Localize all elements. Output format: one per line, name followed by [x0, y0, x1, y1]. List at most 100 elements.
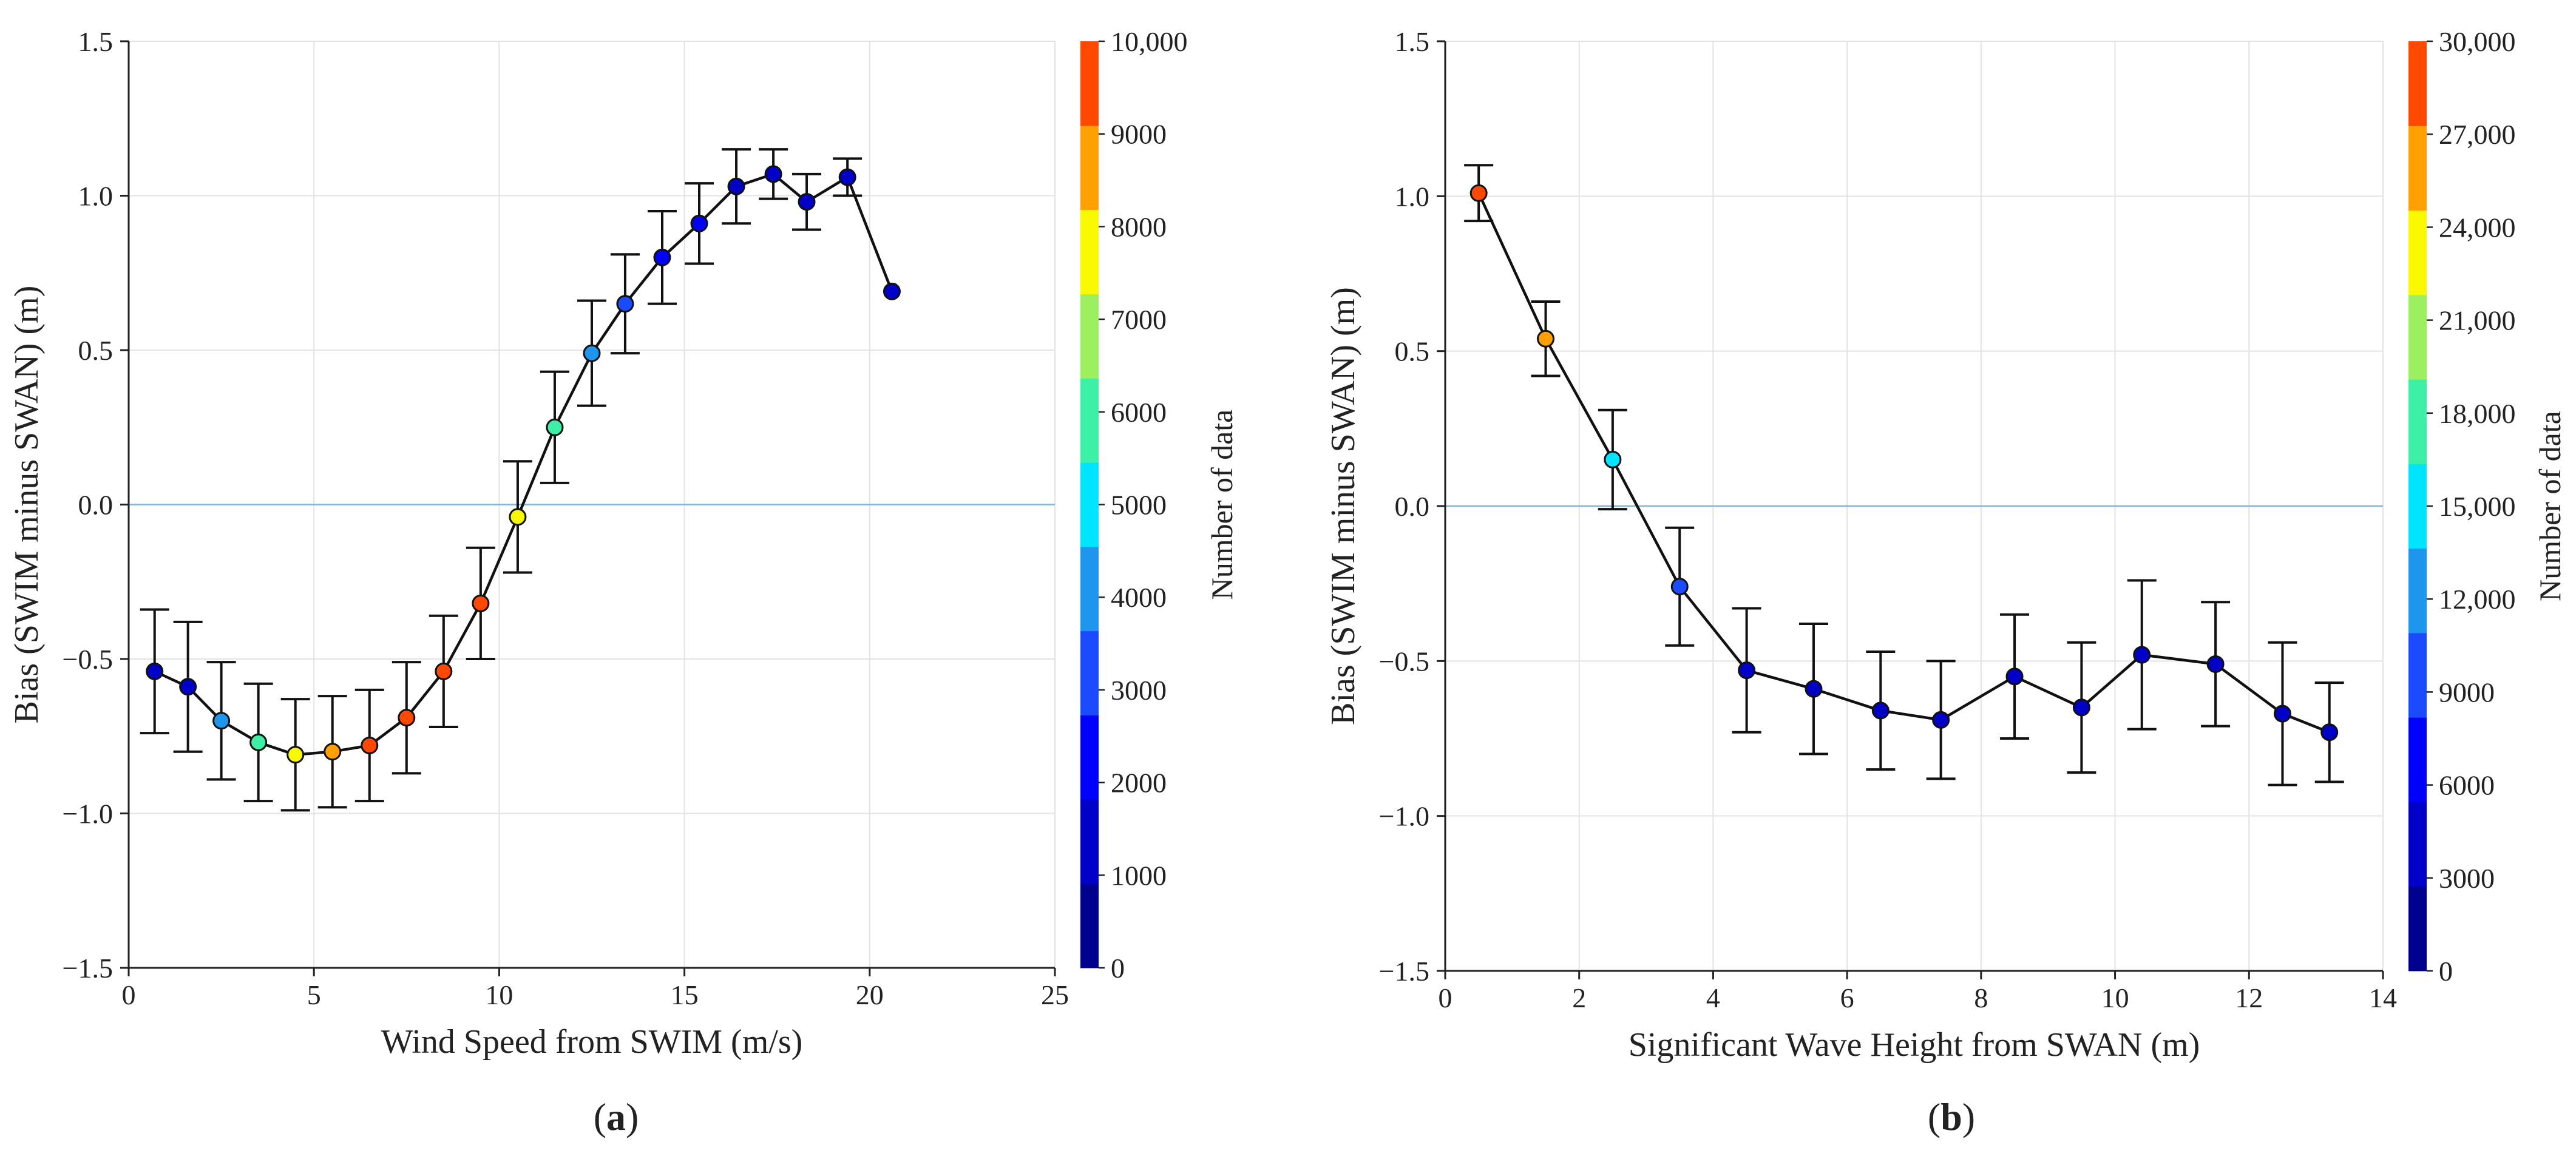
colorbar-segment: [1080, 715, 1099, 800]
series-line: [1477, 192, 2330, 734]
x-axis-title: Significant Wave Height from SWAN (m): [1629, 1026, 2200, 1064]
data-point: [1469, 184, 1488, 202]
data-point: [1670, 578, 1689, 596]
colorbar-tick-label: 27,000: [2439, 119, 2516, 150]
colorbar-segment: [2408, 717, 2427, 802]
colorbar-segment: [2408, 210, 2427, 296]
data-point: [616, 295, 634, 313]
colorbar-tick-label: 12,000: [2439, 584, 2516, 615]
data-point: [583, 344, 601, 362]
colorbar-tick-label: 0: [1111, 953, 1125, 984]
x-tick-label: 4: [1706, 982, 1720, 1013]
colorbar-tick-label: 9000: [2439, 677, 2495, 708]
series-line: [154, 172, 893, 757]
colorbar-segment: [1080, 378, 1099, 463]
colorbar-segment: [1080, 630, 1099, 716]
y-tick-label: 0.5: [78, 335, 114, 366]
data-point: [286, 746, 305, 764]
data-point: [2005, 667, 2024, 686]
y-tick-label: −1.0: [1379, 801, 1429, 832]
colorbar-tick-label: 9000: [1111, 119, 1167, 150]
y-tick-label: −0.5: [1379, 646, 1429, 677]
colorbar-tick-label: 24,000: [2439, 212, 2516, 243]
colorbar-tick-label: 0: [2439, 956, 2453, 987]
x-tick-label: 14: [2369, 982, 2397, 1013]
y-tick-label: −0.5: [63, 644, 113, 675]
colorbar-segment: [1080, 294, 1099, 379]
data-point: [435, 662, 453, 680]
x-tick-label: 6: [1840, 982, 1854, 1013]
data-point: [212, 712, 231, 730]
x-tick-label: 0: [122, 979, 136, 1010]
colorbar-tick-label: 7000: [1111, 304, 1167, 335]
x-tick-label: 0: [1439, 982, 1452, 1013]
data-point: [1537, 329, 1555, 348]
colorbar-tick-label: 3000: [2439, 863, 2495, 894]
y-axis-title: Bias (SWIM minus SWAN) (m): [8, 286, 46, 724]
colorbar-tick-label: 10,000: [1111, 26, 1188, 57]
colorbar-title: Number of data: [2533, 411, 2567, 601]
x-tick-label: 12: [2235, 982, 2263, 1013]
data-point: [2072, 698, 2090, 717]
y-axis-title: Bias (SWIM minus SWAN) (m): [1324, 287, 1362, 725]
data-point: [179, 678, 197, 696]
colorbar-tick-label: 8000: [1111, 211, 1167, 242]
data-point: [1738, 661, 1756, 680]
data-point: [653, 248, 671, 266]
colorbar-segment: [2408, 464, 2427, 549]
colorbar-tick-label: 5000: [1111, 490, 1167, 521]
y-tick-label: 1.5: [1395, 26, 1430, 57]
y-tick-label: 1.0: [1395, 181, 1430, 212]
panel-a-chart: 0 5 10 15 20 25 −1.5 −1.0 −0.5 0.0 0.5 1.0 1.5 Wind S…: [8, 26, 1239, 1138]
x-axis-title: Wind Speed from SWIM (m/s): [381, 1023, 803, 1061]
panel-label: (b): [1928, 1095, 1975, 1138]
y-tick-label: 0.0: [78, 490, 114, 521]
colorbar-tick-label: 2000: [1111, 768, 1167, 799]
data-point: [1871, 701, 1890, 720]
colorbar-segment: [2408, 126, 2427, 211]
x-tick-label: 8: [1974, 982, 1988, 1013]
data-point: [1805, 680, 1823, 698]
y-tick-label: 0.0: [1395, 491, 1430, 522]
colorbar-segment: [1080, 125, 1099, 211]
colorbar-segment: [2408, 548, 2427, 634]
y-tick-label: −1.0: [63, 799, 113, 830]
colorbar-segment: [1080, 884, 1099, 968]
data-point: [324, 743, 342, 761]
y-tick-label: −1.5: [63, 953, 113, 984]
panel-label: (a): [594, 1095, 639, 1138]
x-tick-label: 15: [671, 979, 699, 1010]
colorbar-segment: [2408, 41, 2427, 126]
data-point: [398, 709, 416, 727]
x-tick-label: 10: [2101, 982, 2129, 1013]
colorbar-title: Number of data: [1205, 410, 1239, 600]
colorbar-tick-label: 3000: [1111, 675, 1167, 706]
data-point: [2320, 723, 2339, 742]
y-tick-label: 1.5: [78, 26, 114, 57]
y-tick-label: 1.0: [78, 181, 114, 212]
data-point: [1932, 711, 1950, 729]
colorbar-tick-label: 6000: [2439, 770, 2495, 801]
colorbar-segment: [2408, 802, 2427, 887]
colorbar-tick-label: 1000: [1111, 860, 1167, 891]
colorbar-tick-label: 18,000: [2439, 398, 2516, 429]
colorbar-segment: [1080, 462, 1099, 547]
data-point: [509, 508, 527, 526]
colorbar-tick-label: 6000: [1111, 397, 1167, 428]
colorbar-tick-label: 30,000: [2439, 26, 2516, 57]
data-point: [727, 177, 745, 195]
data-point: [2133, 646, 2151, 664]
data-point: [764, 165, 782, 183]
colorbar-tick-label: 4000: [1111, 582, 1167, 613]
x-tick-label: 2: [1572, 982, 1586, 1013]
panel-b-chart: 0 2 4 6 8 10 12 14 −1.5 −1.0 −0.5 0.0 0.5 1.0 1.5 Signi…: [1324, 26, 2567, 1138]
data-point: [546, 418, 564, 436]
y-tick-label: 0.5: [1395, 336, 1430, 367]
colorbar-segment: [2408, 294, 2427, 380]
data-point: [361, 737, 379, 755]
data-point: [690, 214, 708, 232]
data-point: [883, 282, 901, 300]
data-point: [1604, 450, 1622, 468]
data-point: [2273, 705, 2291, 723]
